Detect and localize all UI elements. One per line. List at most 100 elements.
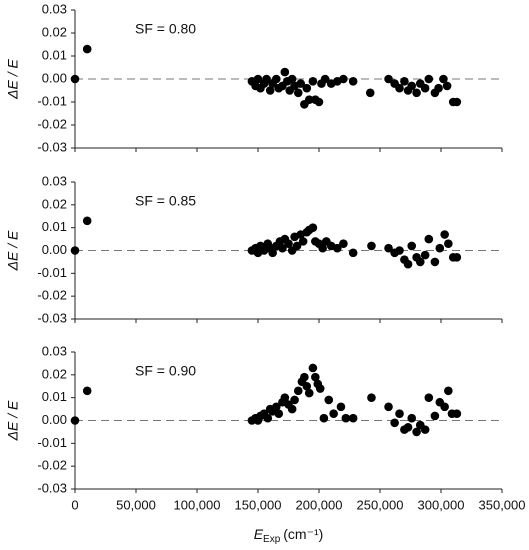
x-tick-label: 200,000 [296, 497, 343, 512]
point [314, 97, 324, 107]
y-tick-label: 0.02 [42, 196, 67, 211]
point [302, 83, 312, 93]
point [440, 230, 449, 239]
point [403, 259, 413, 269]
point [341, 413, 351, 423]
point [400, 77, 409, 86]
point [339, 239, 348, 248]
point [395, 246, 404, 255]
y-tick-label: -0.03 [37, 480, 67, 495]
point [274, 409, 284, 418]
point [348, 77, 358, 86]
y-tick-label: -0.02 [37, 288, 67, 303]
x-tick-label: 0 [71, 497, 78, 512]
point [268, 248, 277, 258]
y-tick-label: -0.01 [37, 265, 67, 280]
point [412, 427, 421, 437]
point [300, 372, 309, 382]
x-tick-label: 50,000 [116, 497, 156, 512]
y-tick-label: 0.03 [42, 1, 67, 16]
annotation: SF = 0.90 [135, 363, 196, 379]
point [430, 411, 440, 421]
x-axis-label: EExp (cm⁻¹) [254, 526, 324, 545]
point [439, 74, 448, 84]
point [384, 74, 393, 84]
point [296, 79, 306, 88]
x-label-symbol: E [254, 526, 264, 542]
point [420, 83, 430, 93]
point [440, 402, 449, 412]
point [348, 413, 358, 423]
point [365, 88, 375, 98]
point [412, 88, 421, 98]
point [308, 77, 318, 86]
point [367, 393, 376, 402]
y-tick-label: -0.01 [37, 435, 67, 450]
point [311, 372, 320, 382]
annotation: SF = 0.85 [135, 193, 196, 209]
point [452, 97, 462, 107]
point [319, 413, 329, 423]
point [407, 81, 417, 91]
point [265, 86, 275, 95]
y-axis-label: ΔE / E [5, 58, 21, 99]
point [82, 44, 92, 54]
x-tick-label: 100,000 [174, 497, 221, 512]
point [434, 83, 443, 93]
y-tick-label: 0.01 [42, 389, 67, 404]
y-axis-label: ΔE / E [5, 230, 21, 271]
point [452, 253, 462, 262]
point [395, 83, 404, 93]
point [420, 250, 430, 260]
y-tick-label: -0.01 [37, 93, 67, 108]
point [424, 234, 434, 244]
point [293, 386, 303, 396]
point [415, 257, 425, 267]
annotation: SF = 0.80 [135, 21, 196, 37]
y-axis-label: ΔE / E [5, 400, 21, 441]
point [395, 409, 404, 418]
point [298, 237, 308, 246]
y-tick-label: 0.02 [42, 366, 67, 381]
point [444, 239, 453, 248]
point [435, 243, 445, 253]
point [278, 243, 287, 253]
point [444, 386, 453, 396]
point [304, 95, 314, 104]
x-tick-label: 300,000 [418, 497, 465, 512]
point [390, 418, 399, 428]
point [262, 74, 271, 84]
y-tick-label: 0.01 [42, 47, 67, 62]
y-tick-label: -0.02 [37, 458, 67, 473]
x-tick-label: 350,000 [479, 497, 526, 512]
x-label-subscript: Exp [263, 534, 281, 545]
point [308, 363, 318, 373]
point [280, 67, 290, 77]
point [272, 74, 281, 84]
y-tick-label: 0.01 [42, 219, 67, 234]
point [452, 409, 462, 418]
point [384, 402, 393, 412]
point [263, 413, 273, 423]
y-tick-label: -0.03 [37, 139, 67, 154]
y-tick-label: 0.02 [42, 24, 67, 39]
point [292, 241, 302, 251]
point [348, 248, 358, 258]
point [70, 74, 80, 84]
point [367, 241, 376, 251]
point [287, 74, 297, 84]
point [329, 409, 338, 418]
point [324, 395, 334, 405]
point [403, 423, 413, 432]
point [407, 241, 417, 251]
point [293, 88, 303, 98]
point [290, 395, 299, 405]
point [424, 74, 434, 84]
point [430, 257, 440, 267]
x-tick-label: 250,000 [357, 497, 404, 512]
point [304, 388, 314, 398]
y-tick-label: 0.03 [42, 173, 67, 188]
x-tick-label: 150,000 [235, 497, 282, 512]
point [308, 223, 318, 232]
